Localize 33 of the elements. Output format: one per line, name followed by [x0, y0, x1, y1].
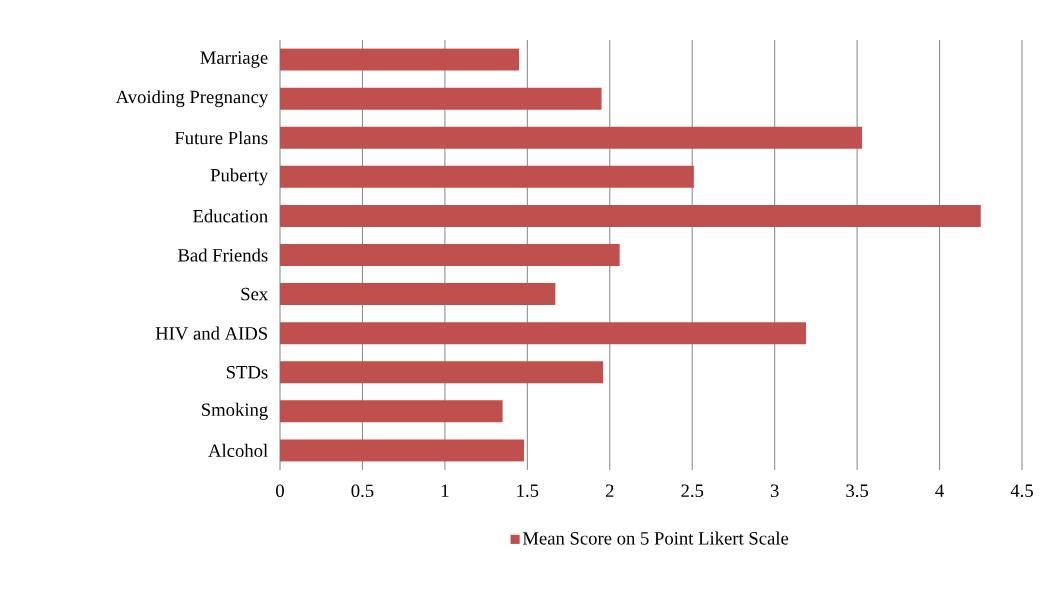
bar	[280, 48, 520, 71]
y-tick-label: Sex	[241, 287, 268, 301]
y-tick-label: STDs	[226, 366, 268, 379]
y-tick-label: Smoking	[202, 402, 268, 420]
y-tick-label: Marriage	[200, 51, 268, 68]
y-tick-label: Future Plans	[174, 131, 268, 145]
bar	[280, 439, 525, 462]
x-tick-label: 0.5	[351, 484, 374, 498]
y-tick-label: Bad Friends	[178, 248, 268, 262]
bar	[280, 322, 806, 345]
bar	[280, 400, 503, 423]
bar	[280, 283, 556, 306]
bar	[280, 165, 694, 188]
x-tick-label: 1	[441, 484, 449, 497]
bar	[280, 126, 863, 149]
bar	[280, 361, 604, 384]
x-tick-label: 3.5	[846, 484, 869, 498]
y-tick-label: Avoiding Pregnancy	[115, 90, 269, 108]
bar	[280, 243, 620, 266]
y-tick-label: HIV and AIDS	[155, 326, 267, 340]
x-tick-label: 2.5	[681, 484, 704, 498]
y-tick-label: Alcohol	[208, 443, 268, 458]
bar	[280, 87, 602, 110]
x-tick-label: 4	[935, 484, 944, 497]
x-tick-label: 4.5	[1010, 484, 1033, 498]
legend-label: Mean Score on 5 Point Likert Scale	[522, 531, 789, 545]
x-tick-label: 0	[276, 484, 284, 498]
x-tick-label: 2	[605, 484, 614, 497]
y-tick-label: Puberty	[210, 168, 269, 186]
y-tick-label: Education	[193, 209, 268, 223]
x-tick-label: 1.5	[517, 484, 539, 498]
bar	[280, 204, 981, 227]
x-tick-label: 3	[770, 484, 779, 498]
